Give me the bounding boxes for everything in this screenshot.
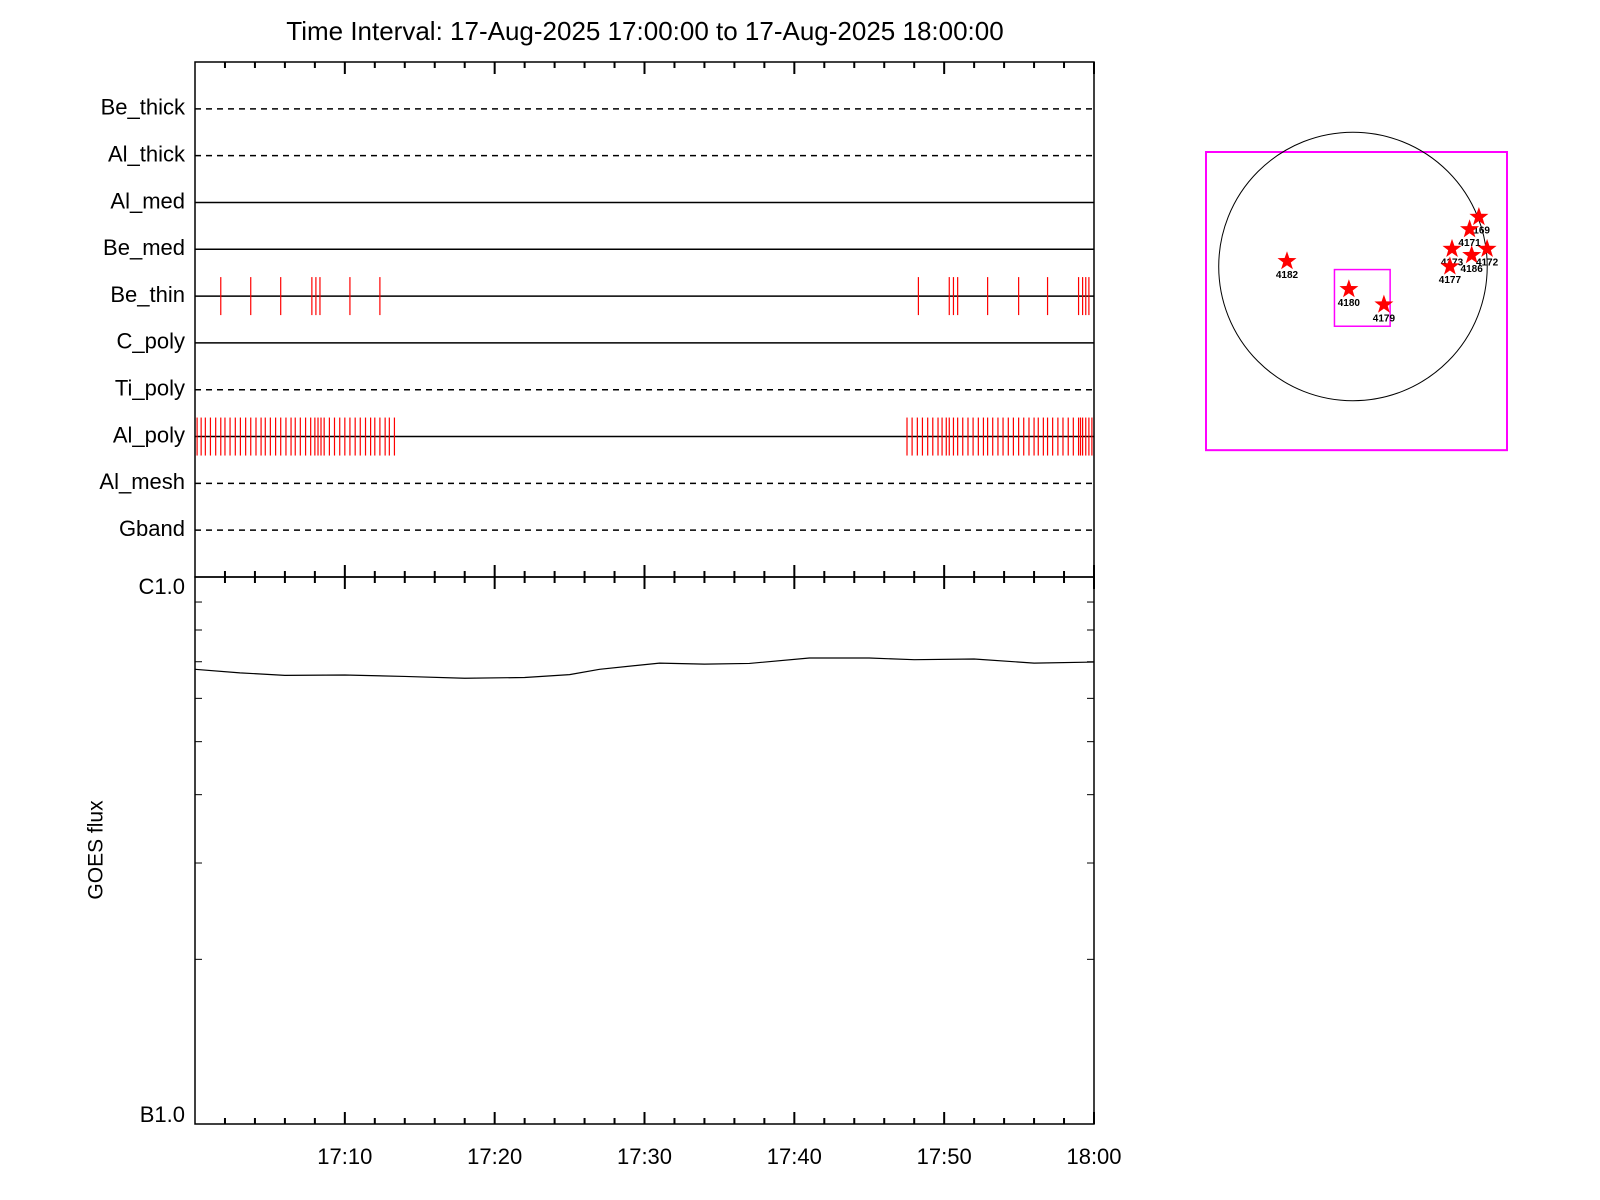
- region-star: [1460, 219, 1480, 238]
- region-label: 4171: [1458, 238, 1481, 249]
- region-star: [1277, 251, 1297, 270]
- region-label: 4180: [1338, 298, 1361, 309]
- x-tick-label: 18:00: [1066, 1144, 1121, 1169]
- flux-line: [194, 657, 1095, 679]
- filter-label: Be_med: [103, 235, 185, 260]
- region-label: 4177: [1439, 275, 1462, 286]
- zoom-box: [1333, 268, 1391, 327]
- region-label: 4172: [1476, 258, 1499, 269]
- filter-label: Gband: [119, 516, 185, 541]
- y-tick-label: B1.0: [140, 1102, 185, 1127]
- region-star: [1339, 279, 1359, 298]
- filter-label: Al_mesh: [99, 469, 185, 494]
- region-star: [1477, 238, 1497, 257]
- filter-label: Be_thin: [110, 282, 185, 307]
- region-star: [1462, 245, 1482, 264]
- filter-label: C_poly: [117, 329, 185, 354]
- panel-frame: [194, 61, 1095, 578]
- x-tick-label: 17:30: [617, 1144, 672, 1169]
- region-label: 4179: [1373, 313, 1396, 324]
- region-star: [1374, 294, 1394, 313]
- region-label: 4186: [1461, 264, 1484, 275]
- x-tick-label: 17:40: [767, 1144, 822, 1169]
- y-tick-label: C1.0: [139, 574, 185, 599]
- region-label: 4182: [1276, 270, 1299, 281]
- x-tick-label: 17:50: [917, 1144, 972, 1169]
- solar-disk: [1218, 131, 1488, 402]
- region-label: 4169: [1468, 226, 1491, 237]
- x-tick-label: 17:10: [317, 1144, 372, 1169]
- region-star: [1440, 256, 1460, 275]
- region-star: [1442, 238, 1462, 257]
- y-axis-label: GOES flux: [85, 800, 108, 900]
- chart-title: Time Interval: 17-Aug-2025 17:00:00 to 1…: [286, 16, 1003, 46]
- map-frame: [1205, 151, 1508, 452]
- x-tick-label: 17:20: [467, 1144, 522, 1169]
- filter-label: Al_thick: [108, 141, 186, 166]
- filter-label: Al_poly: [113, 422, 185, 447]
- region-star: [1469, 207, 1489, 226]
- filter-label: Al_med: [110, 188, 185, 213]
- filter-label: Be_thick: [101, 95, 186, 120]
- filter-label: Ti_poly: [115, 376, 185, 401]
